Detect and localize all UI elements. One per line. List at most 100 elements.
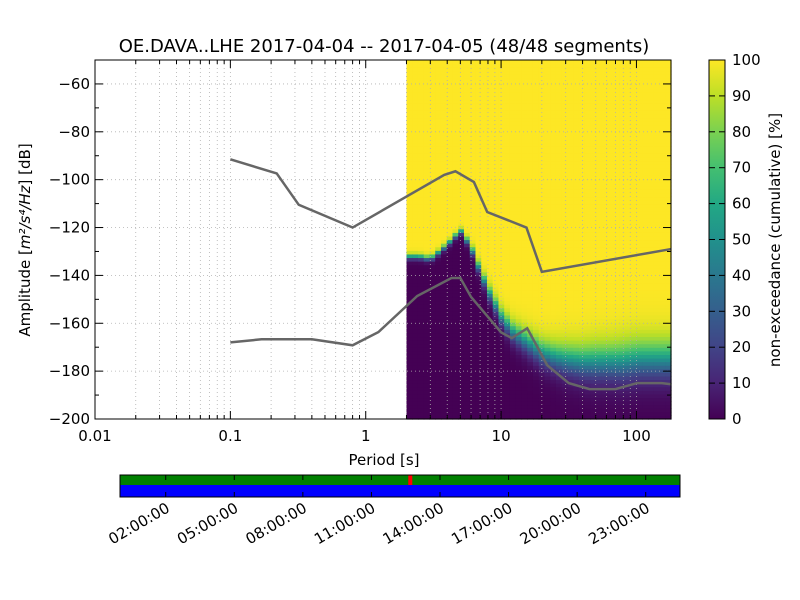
- heatmap-cell: [532, 361, 540, 366]
- heatmap-cell: [527, 128, 534, 133]
- heatmap-cell: [642, 153, 649, 158]
- heatmap-cell: [463, 340, 471, 345]
- heatmap-cell: [550, 347, 557, 352]
- heatmap-cell: [423, 243, 431, 248]
- heatmap-cell: [446, 121, 454, 126]
- heatmap-cell: [550, 185, 557, 190]
- heatmap-cell: [619, 393, 626, 399]
- heatmap-cell: [642, 135, 649, 140]
- heatmap-cell: [486, 336, 494, 341]
- heatmap-cell: [561, 300, 569, 305]
- heatmap-cell: [544, 336, 551, 341]
- heatmap-cell: [665, 361, 672, 366]
- heatmap-cell: [584, 375, 592, 381]
- heatmap-cell: [481, 408, 488, 413]
- heatmap-cell: [613, 365, 620, 370]
- heatmap-cell: [642, 365, 649, 370]
- heatmap-cell: [561, 106, 569, 111]
- heatmap-cell: [573, 210, 580, 215]
- heatmap-cell: [619, 408, 626, 413]
- heatmap-cell: [642, 408, 649, 413]
- heatmap-cell: [642, 329, 649, 334]
- heatmap-cell: [573, 332, 580, 338]
- heatmap-cell: [532, 386, 540, 391]
- heatmap-cell: [659, 372, 666, 377]
- heatmap-cell: [648, 185, 655, 190]
- heatmap-cell: [607, 289, 615, 294]
- heatmap-cell: [544, 185, 551, 190]
- heatmap-cell: [561, 128, 569, 133]
- heatmap-cell: [423, 329, 431, 334]
- heatmap-cell: [601, 311, 609, 316]
- heatmap-cell: [458, 217, 465, 223]
- heatmap-cell: [412, 408, 419, 413]
- heatmap-cell: [463, 103, 471, 108]
- heatmap-cell: [642, 243, 649, 248]
- heatmap-cell: [469, 354, 477, 359]
- heatmap-cell: [561, 275, 569, 280]
- heatmap-cell: [584, 361, 592, 366]
- heatmap-cell: [481, 246, 488, 251]
- heatmap-cell: [463, 153, 471, 158]
- heatmap-cell: [417, 253, 425, 259]
- heatmap-cell: [521, 350, 528, 355]
- heatmap-cell: [613, 146, 620, 151]
- heatmap-cell: [435, 67, 442, 72]
- heatmap-cell: [481, 214, 488, 219]
- heatmap-cell: [601, 210, 609, 215]
- heatmap-cell: [406, 336, 413, 341]
- heatmap-cell: [544, 131, 551, 136]
- heatmap-cell: [417, 246, 425, 251]
- heatmap-cell: [561, 117, 569, 122]
- heatmap-cell: [446, 95, 454, 101]
- heatmap-cell: [601, 99, 609, 104]
- heatmap-cell: [555, 404, 563, 409]
- heatmap-cell: [550, 232, 557, 237]
- heatmap-cell: [596, 307, 603, 312]
- heatmap-cell: [509, 307, 517, 312]
- heatmap-cell: [584, 357, 592, 363]
- heatmap-cell: [486, 153, 494, 158]
- heatmap-cell: [665, 393, 672, 399]
- heatmap-cell: [435, 235, 442, 241]
- heatmap-cell: [578, 77, 586, 83]
- heatmap-cell: [527, 361, 534, 366]
- heatmap-cell: [596, 232, 603, 237]
- heatmap-cell: [642, 128, 649, 133]
- heatmap-cell: [578, 322, 586, 327]
- heatmap-cell: [452, 250, 459, 255]
- heatmap-cell: [578, 257, 586, 262]
- heatmap-cell: [544, 138, 551, 144]
- heatmap-cell: [584, 404, 592, 409]
- heatmap-cell: [659, 128, 666, 133]
- heatmap-cell: [481, 74, 488, 79]
- heatmap-cell: [584, 228, 592, 233]
- heatmap-cell: [613, 275, 620, 280]
- heatmap-cell: [555, 156, 563, 162]
- heatmap-cell: [578, 325, 586, 330]
- heatmap-cell: [423, 171, 431, 176]
- heatmap-cell: [573, 318, 580, 323]
- heatmap-cell: [509, 278, 517, 284]
- heatmap-cell: [642, 239, 649, 244]
- heatmap-cell: [613, 246, 620, 251]
- heatmap-cell: [613, 383, 620, 388]
- heatmap-cell: [555, 357, 563, 363]
- heatmap-cell: [619, 282, 626, 287]
- heatmap-cell: [429, 350, 436, 355]
- heatmap-cell: [555, 185, 563, 190]
- heatmap-cell: [429, 271, 436, 276]
- heatmap-cell: [584, 354, 592, 359]
- heatmap-cell: [607, 286, 615, 291]
- heatmap-cell: [590, 60, 597, 65]
- heatmap-cell: [423, 397, 431, 402]
- heatmap-cell: [521, 167, 528, 172]
- heatmap-cell: [527, 354, 534, 359]
- heatmap-cell: [584, 257, 592, 262]
- heatmap-cell: [653, 264, 661, 269]
- y-tick-label: −80: [58, 123, 90, 141]
- heatmap-cell: [446, 261, 454, 266]
- heatmap-cell: [412, 210, 419, 215]
- heatmap-cell: [607, 200, 615, 205]
- heatmap-cell: [619, 386, 626, 391]
